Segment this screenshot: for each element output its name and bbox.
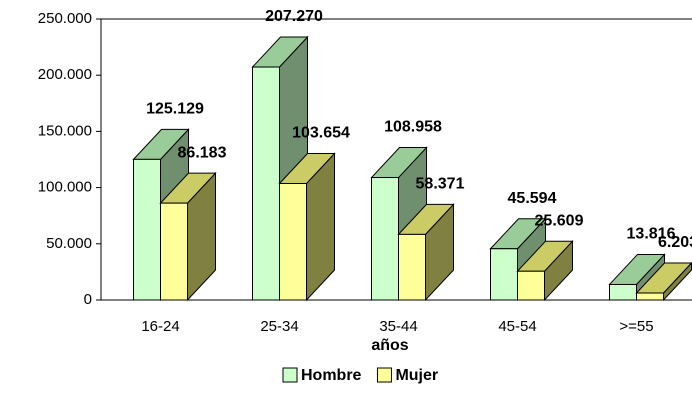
bar-front [160,202,188,301]
bar-front [133,158,161,301]
data-label: 86.183 [178,144,227,161]
y-tick-label: 50.000 [46,235,92,252]
bar-front [517,270,545,301]
bar-front [279,182,307,301]
data-label: 103.654 [292,125,350,142]
y-tick-label: 150.000 [38,122,92,139]
bar-front [490,248,518,301]
bar [159,171,217,302]
x-tick-label: 25-34 [260,318,298,335]
legend-swatch [376,367,392,383]
bar [397,203,455,302]
x-tick-label: >=55 [619,318,653,335]
bar [278,152,336,302]
data-label: 108.958 [384,119,442,136]
y-tick-label: 100.000 [38,179,92,196]
x-tick-label: 16-24 [141,318,179,335]
y-tick-label: 250.000 [38,10,92,27]
x-tick-label: 45-54 [498,318,536,335]
data-label: 6.203 [658,234,692,251]
data-label: 58.371 [416,176,465,193]
y-tick-label: 200.000 [38,66,92,83]
legend-label: Mujer [395,367,438,384]
data-label: 207.270 [265,8,323,25]
y-tick-label: 0 [84,291,92,308]
bar-front [252,66,280,301]
bar-front [371,177,399,301]
bar-front [398,233,426,301]
data-label: 25.609 [535,212,584,229]
bar [516,239,574,302]
legend-label: Hombre [301,367,362,384]
data-label: 13.816 [627,226,676,243]
x-tick-label: 35-44 [379,318,417,335]
x-axis-title: años [371,337,408,354]
data-label: 125.129 [146,101,204,118]
bar-front [636,292,664,301]
data-label: 45.594 [508,190,557,207]
legend-swatch [282,367,298,383]
bar-front [609,283,637,301]
